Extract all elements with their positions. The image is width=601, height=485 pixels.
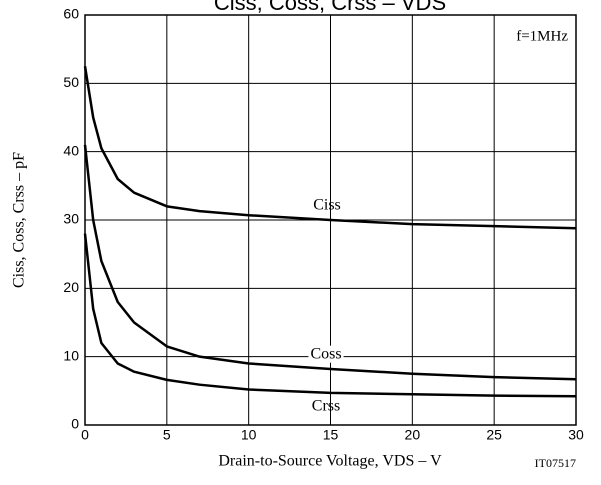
series-line [83, 66, 577, 230]
y-tick-label: 20 [63, 279, 79, 295]
x-tick-label: 10 [241, 427, 257, 443]
x-tick-label: 5 [163, 427, 171, 443]
series-line [83, 144, 577, 381]
label-background [308, 345, 344, 363]
y-tick-label: 50 [63, 74, 79, 90]
y-axis-label: Ciss, Coss, Crss – pF [11, 152, 28, 288]
x-tick-label: 30 [568, 427, 584, 443]
x-axis-label: Drain-to-Source Voltage, VDS – V [218, 453, 442, 470]
chart-title: Ciss, Coss, Crss – VDS [214, 0, 446, 15]
plot-frame [84, 14, 577, 426]
series-label: Ciss [313, 197, 341, 214]
y-tick-label: 30 [63, 211, 79, 227]
y-tick-label: 10 [63, 347, 79, 363]
y-tick-label: 40 [63, 142, 79, 158]
annotation: IT07517 [535, 456, 576, 470]
annotation: f=1MHz [516, 28, 568, 44]
y-tick-label: 60 [63, 6, 79, 22]
y-tick-label: 0 [71, 416, 79, 432]
series-line [83, 233, 577, 398]
x-tick-label: 15 [323, 427, 339, 443]
x-tick-label: 20 [405, 427, 421, 443]
x-tick-label: 0 [81, 427, 89, 443]
series-label: Crss [312, 398, 340, 415]
x-tick-label: 25 [486, 427, 502, 443]
series-label: Coss [310, 346, 341, 363]
